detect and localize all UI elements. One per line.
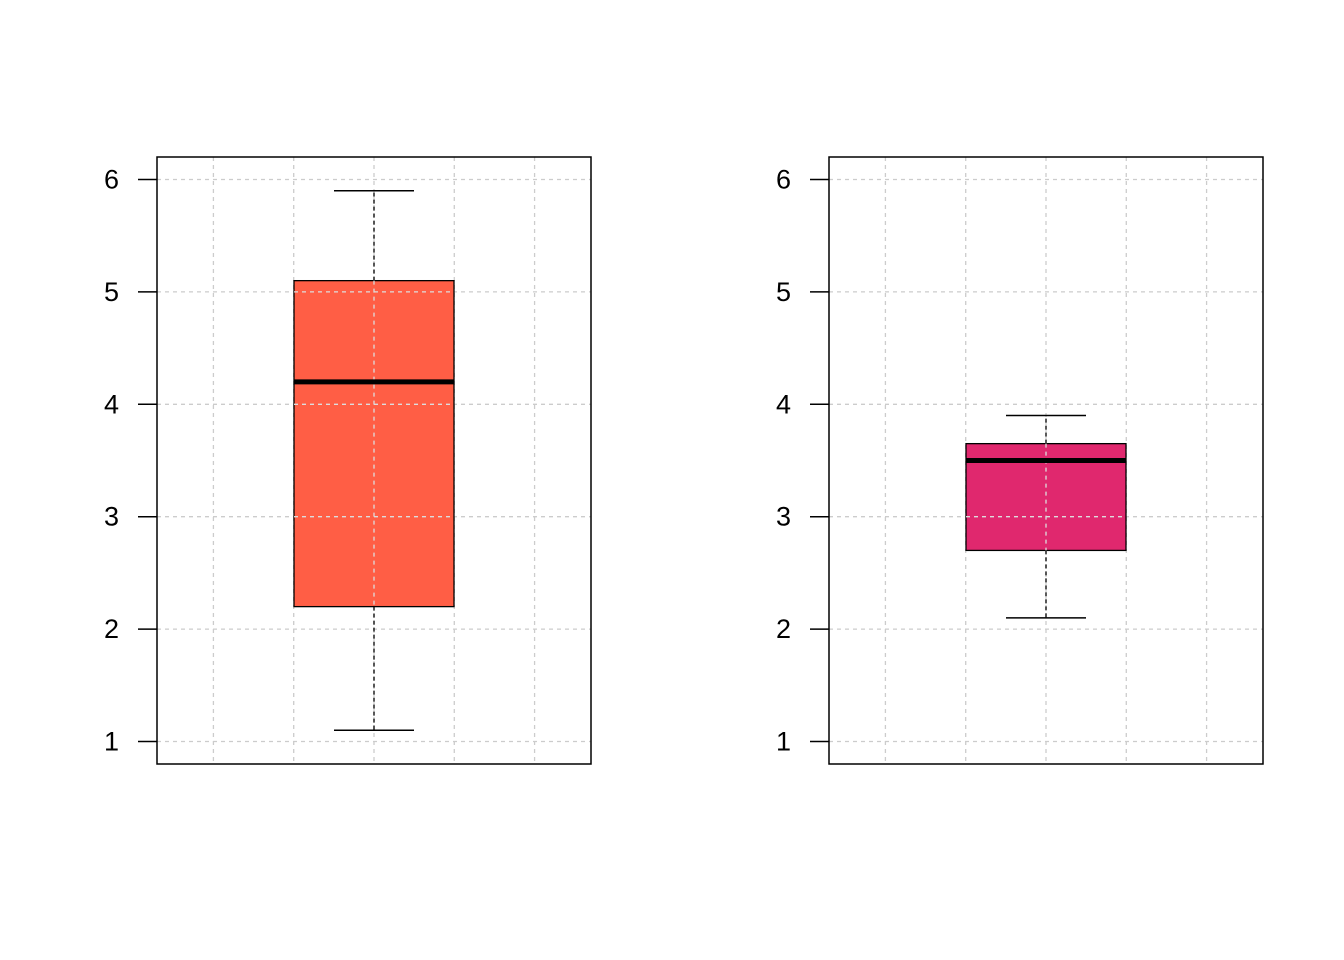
- left-y-tick-label: 3: [104, 502, 119, 532]
- right-y-tick-label: 1: [776, 727, 791, 757]
- left-y-tick-label: 1: [104, 727, 119, 757]
- left-y-tick-label: 6: [104, 164, 119, 194]
- right-y-tick-label: 4: [776, 389, 791, 419]
- right-y-tick-label: 5: [776, 277, 791, 307]
- left-y-tick-label: 5: [104, 277, 119, 307]
- right-y-tick-label: 3: [776, 502, 791, 532]
- right-boxplot-panel: 1 2 3 4 5 6: [776, 156, 1264, 765]
- right-plot-frame: [828, 156, 1264, 765]
- right-y-tick-label: 2: [776, 614, 791, 644]
- left-y-tick-label: 2: [104, 614, 119, 644]
- left-boxplot-panel: 1 2 3 4 5 6: [104, 156, 592, 765]
- left-plot-frame: [156, 156, 592, 765]
- right-y-tick-label: 6: [776, 164, 791, 194]
- left-y-tick-label: 4: [104, 389, 119, 419]
